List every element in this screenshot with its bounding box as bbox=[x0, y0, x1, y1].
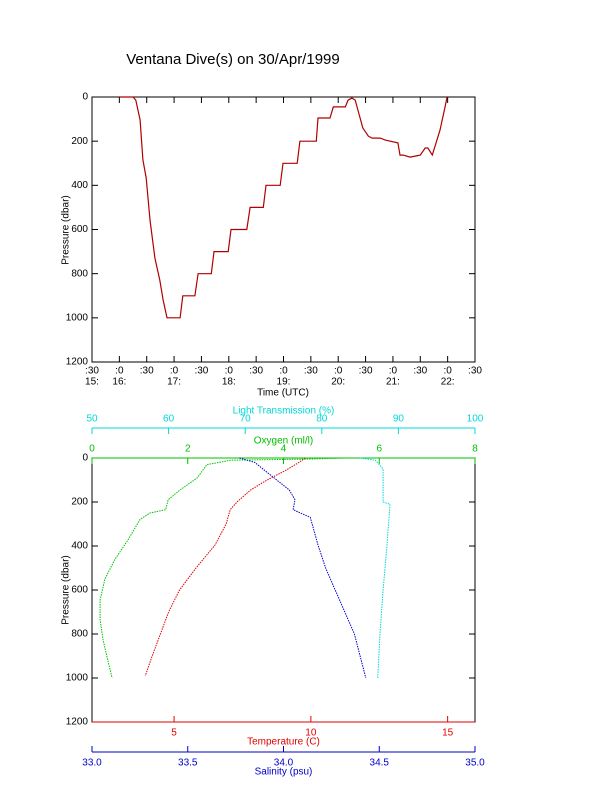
y-tick-label: 200 bbox=[71, 497, 88, 508]
x-tick-label: :30 bbox=[249, 366, 263, 377]
x-tick-label: 80 bbox=[316, 414, 328, 425]
x-tick-label: 100 bbox=[467, 414, 484, 425]
x-tick-label: :30 bbox=[468, 366, 482, 377]
x-tick-label: 60 bbox=[163, 414, 175, 425]
y-tick-label: 1200 bbox=[66, 717, 89, 728]
y-tick-label: 400 bbox=[71, 541, 88, 552]
x-tick-label: :0 bbox=[115, 366, 124, 377]
y-tick-label: 0 bbox=[82, 92, 88, 103]
x-tick-label: 0 bbox=[89, 444, 95, 455]
y-tick-label: 1200 bbox=[66, 357, 89, 368]
y-axis-label: Pressure (dbar) bbox=[61, 195, 72, 264]
x-tick-label: :30 bbox=[140, 366, 154, 377]
y-tick-label: 1000 bbox=[66, 673, 89, 684]
x-tick-label: 34.0 bbox=[274, 758, 294, 769]
x-tick-label: 6 bbox=[376, 444, 382, 455]
x-tick-label: :0 bbox=[225, 366, 234, 377]
plot-frame bbox=[91, 96, 476, 363]
x-tick-label: 5 bbox=[171, 728, 177, 739]
y-tick-label: 800 bbox=[71, 268, 88, 279]
x-axis-label: Time (UTC) bbox=[257, 388, 309, 399]
x-axis-label: Salinity (psu) bbox=[255, 767, 313, 778]
x-axis-label: Temperature (C) bbox=[247, 737, 320, 748]
x-tick-label: :0 bbox=[334, 366, 343, 377]
x-tick-label: :30 bbox=[304, 366, 318, 377]
x-tick-label: 16: bbox=[112, 377, 126, 388]
x-tick-label: 10 bbox=[305, 728, 317, 739]
x-tick-label: 17: bbox=[167, 377, 181, 388]
x-axis-label: Light Transmission (%) bbox=[233, 406, 335, 417]
profile-line bbox=[239, 457, 367, 679]
y-tick-label: 400 bbox=[71, 180, 88, 191]
chart-title: Ventana Dive(s) on 30/Apr/1999 bbox=[126, 51, 339, 68]
x-tick-label: 8 bbox=[472, 444, 478, 455]
x-tick-label: 70 bbox=[240, 414, 252, 425]
y-tick-label: 800 bbox=[71, 629, 88, 640]
x-tick-label: :30 bbox=[413, 366, 427, 377]
y-tick-label: 600 bbox=[71, 224, 88, 235]
x-tick-label: 20: bbox=[331, 377, 345, 388]
x-tick-label: :0 bbox=[443, 366, 452, 377]
x-tick-label: 4 bbox=[281, 444, 287, 455]
x-tick-label: 18: bbox=[222, 377, 236, 388]
profile-line bbox=[360, 457, 391, 679]
x-tick-label: 90 bbox=[393, 414, 405, 425]
profile-line bbox=[99, 457, 346, 679]
x-tick-label: :30 bbox=[194, 366, 208, 377]
x-tick-label: 15: bbox=[85, 377, 99, 388]
x-tick-label: :0 bbox=[279, 366, 288, 377]
x-tick-label: :30 bbox=[359, 366, 373, 377]
x-tick-label: 33.5 bbox=[178, 758, 198, 769]
x-tick-label: 33.0 bbox=[82, 758, 102, 769]
x-tick-label: 22: bbox=[441, 377, 455, 388]
y-tick-label: 1000 bbox=[66, 312, 89, 323]
y-tick-label: 200 bbox=[71, 136, 88, 147]
x-tick-label: 19: bbox=[277, 377, 291, 388]
x-tick-label: 35.0 bbox=[465, 758, 485, 769]
x-tick-label: 15 bbox=[442, 728, 454, 739]
profile-line bbox=[144, 457, 306, 676]
x-tick-label: :30 bbox=[85, 366, 99, 377]
y-tick-label: 0 bbox=[82, 453, 88, 464]
x-tick-label: :0 bbox=[170, 366, 179, 377]
y-axis-label: Pressure (dbar) bbox=[61, 555, 72, 624]
line bbox=[119, 96, 448, 319]
x-tick-label: 34.5 bbox=[370, 758, 390, 769]
x-tick-label: :0 bbox=[389, 366, 398, 377]
x-tick-label: 50 bbox=[86, 414, 98, 425]
y-tick-label: 600 bbox=[71, 585, 88, 596]
x-tick-label: 2 bbox=[185, 444, 191, 455]
x-tick-label: 21: bbox=[386, 377, 400, 388]
x-axis-label: Oxygen (ml/l) bbox=[254, 436, 313, 447]
plot-frame bbox=[91, 457, 476, 723]
